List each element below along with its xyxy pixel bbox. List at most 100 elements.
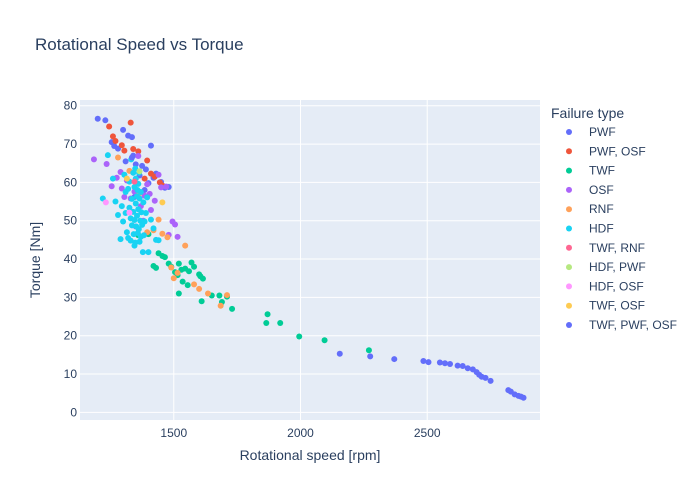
data-point — [120, 126, 127, 133]
data-point — [464, 365, 471, 372]
legend-marker — [566, 302, 572, 309]
data-point — [191, 263, 198, 270]
data-point — [161, 254, 168, 261]
data-point — [135, 226, 142, 233]
data-point — [172, 221, 179, 228]
data-point — [145, 249, 152, 256]
data-points — [90, 115, 527, 401]
y-tick-label: 0 — [70, 405, 77, 419]
data-point — [125, 185, 132, 192]
data-point — [142, 166, 149, 173]
data-point — [138, 209, 145, 216]
data-point — [132, 200, 139, 207]
data-point — [90, 156, 97, 163]
data-point — [229, 305, 236, 312]
data-point — [184, 282, 191, 289]
data-point — [115, 145, 122, 152]
data-point — [482, 374, 489, 381]
data-point — [117, 236, 124, 243]
y-tick-label: 40 — [64, 252, 78, 266]
data-point — [112, 138, 119, 145]
data-point — [158, 184, 165, 191]
data-point — [191, 281, 198, 288]
y-axis-label: Torque [Nm] — [27, 222, 43, 298]
legend-marker — [566, 186, 572, 193]
legend-item-label: RNF — [589, 202, 614, 216]
data-point — [139, 162, 146, 169]
data-point — [115, 154, 122, 161]
data-point — [128, 134, 135, 141]
data-point — [216, 292, 223, 299]
data-point — [102, 199, 109, 206]
data-point — [104, 152, 111, 159]
x-axis-ticks: 1500 2000 2500 — [160, 426, 440, 440]
data-point — [135, 148, 142, 155]
data-point — [118, 142, 125, 149]
legend-item-label: HDF — [589, 222, 614, 236]
data-point — [123, 229, 130, 236]
grid-lines — [80, 100, 540, 420]
data-point — [163, 183, 170, 190]
data-point — [136, 168, 143, 175]
legend-item-label: TWF, RNF — [589, 241, 645, 255]
data-point — [134, 212, 141, 219]
data-point — [155, 216, 162, 223]
y-tick-label: 50 — [64, 214, 78, 228]
legend-item-label: PWF — [589, 125, 616, 139]
legend-marker — [566, 322, 572, 328]
plot-area — [80, 100, 540, 420]
data-point — [174, 233, 181, 240]
data-point — [128, 195, 135, 202]
data-point — [365, 347, 372, 354]
data-point — [520, 394, 527, 401]
legend-marker — [566, 206, 572, 213]
data-point — [128, 154, 135, 161]
data-point — [127, 237, 134, 244]
y-tick-label: 30 — [64, 290, 78, 304]
data-point — [147, 206, 154, 213]
legend-marker — [566, 129, 572, 135]
data-point — [168, 264, 175, 271]
legend-item-label: HDF, PWF — [589, 260, 646, 274]
data-point — [121, 147, 128, 154]
data-point — [135, 152, 142, 159]
data-point — [144, 181, 151, 188]
x-tick-label: 2000 — [287, 426, 314, 440]
legend-item-label: TWF — [589, 164, 615, 178]
x-tick-label: 1500 — [160, 426, 187, 440]
legend-item-label: TWF, PWF, OSF — [589, 318, 677, 332]
data-point — [147, 216, 154, 223]
data-point — [141, 218, 148, 225]
data-point — [121, 193, 128, 200]
data-point — [150, 225, 157, 232]
y-tick-label: 10 — [64, 367, 78, 381]
data-point — [447, 361, 454, 368]
legend-item-label: TWF, OSF — [589, 299, 645, 313]
data-point — [123, 175, 130, 182]
data-point — [425, 359, 432, 366]
data-point — [436, 359, 443, 366]
data-point — [175, 290, 182, 297]
data-point — [140, 232, 147, 239]
data-point — [217, 302, 224, 309]
data-point — [118, 203, 125, 210]
data-point — [106, 123, 113, 130]
data-point — [196, 285, 203, 292]
data-point — [126, 204, 133, 211]
data-point — [136, 195, 143, 202]
data-point — [175, 260, 182, 267]
legend-item-label: OSF — [589, 183, 614, 197]
data-point — [182, 242, 189, 249]
data-point — [459, 362, 466, 369]
y-axis-ticks: 0 10 20 30 40 50 60 70 80 — [64, 99, 78, 420]
data-point — [264, 311, 271, 318]
data-point — [136, 238, 143, 245]
data-point — [151, 197, 158, 204]
data-point — [103, 161, 110, 167]
data-point — [102, 117, 109, 124]
data-point — [132, 165, 139, 172]
data-point — [140, 199, 147, 206]
data-point — [94, 115, 101, 122]
data-point — [153, 264, 160, 271]
